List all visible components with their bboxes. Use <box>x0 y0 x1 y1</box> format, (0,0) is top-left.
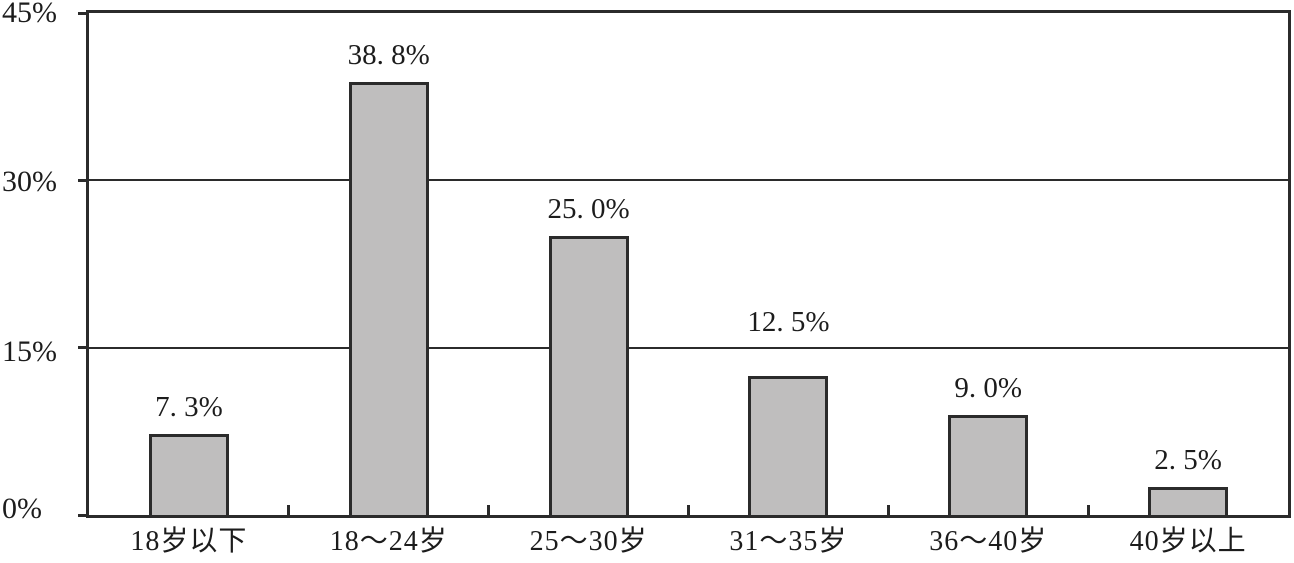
gridline-15 <box>89 346 1288 349</box>
y-axis-tick-15 <box>78 346 87 350</box>
x-axis-category-label: 40岁以上 <box>1129 526 1247 557</box>
y-axis-tick-45 <box>78 11 87 15</box>
x-axis-tick <box>687 505 690 515</box>
bar <box>348 82 429 515</box>
bar-value-label: 12. 5% <box>747 305 830 338</box>
x-axis-category-label: 31～35岁 <box>729 526 848 557</box>
x-axis-tick <box>287 505 291 515</box>
plot-area: 7. 3% 38. 8% 25. 0% 12. 5% 9. 0% 2. 5% <box>86 10 1291 518</box>
x-axis-category-label: 18岁以下 <box>130 526 248 557</box>
bar-value-label: 7. 3% <box>155 390 223 423</box>
bar <box>548 236 629 515</box>
x-axis-category-label: 18～24岁 <box>329 526 448 557</box>
bar-value-label: 9. 0% <box>954 371 1023 404</box>
bar <box>1148 487 1229 515</box>
bar-value-label: 2. 5% <box>1154 444 1222 477</box>
x-axis-tick <box>487 505 491 515</box>
y-axis-tick-label: 30% <box>2 165 57 199</box>
x-axis-category-label: 36～40岁 <box>929 526 1048 557</box>
y-axis-tick-label: 45% <box>2 0 57 29</box>
y-axis-tick-label: 0% <box>2 492 42 525</box>
y-axis-tick-label: 15% <box>2 334 57 368</box>
bar-value-label: 38. 8% <box>347 39 430 72</box>
x-axis-tick <box>1086 505 1090 515</box>
y-axis-tick-30 <box>78 178 87 182</box>
x-axis-tick <box>886 505 890 515</box>
gridline-30 <box>89 179 1288 182</box>
bar-value-label: 25. 0% <box>547 193 630 226</box>
bar <box>748 375 829 515</box>
bar <box>148 433 229 515</box>
x-axis-category-label: 25～30岁 <box>529 526 648 557</box>
y-axis-tick-0 <box>78 513 87 517</box>
bar <box>948 414 1029 515</box>
